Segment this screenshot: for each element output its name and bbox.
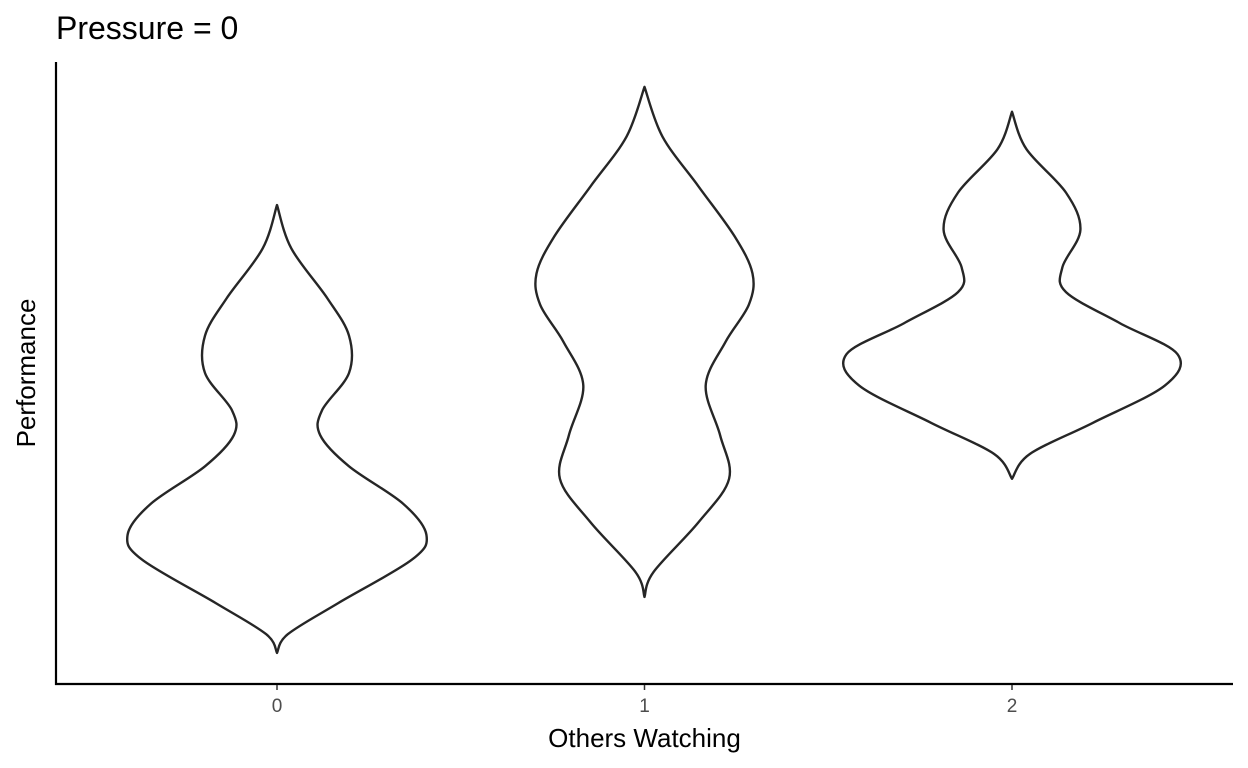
x-axis-title: Others Watching [548,723,741,753]
y-axis-title: Performance [11,299,41,448]
x-tick-label-2: 2 [1007,696,1018,717]
x-tick-label-0: 0 [272,696,283,717]
violin-2 [842,110,1182,480]
violin-0 [125,203,429,655]
violin-group [125,85,1182,655]
x-tick-label-1: 1 [639,696,650,717]
violin-1 [534,85,755,599]
chart-title: Pressure = 0 [56,10,238,46]
x-axis-ticks: 0 1 2 [272,685,1018,717]
